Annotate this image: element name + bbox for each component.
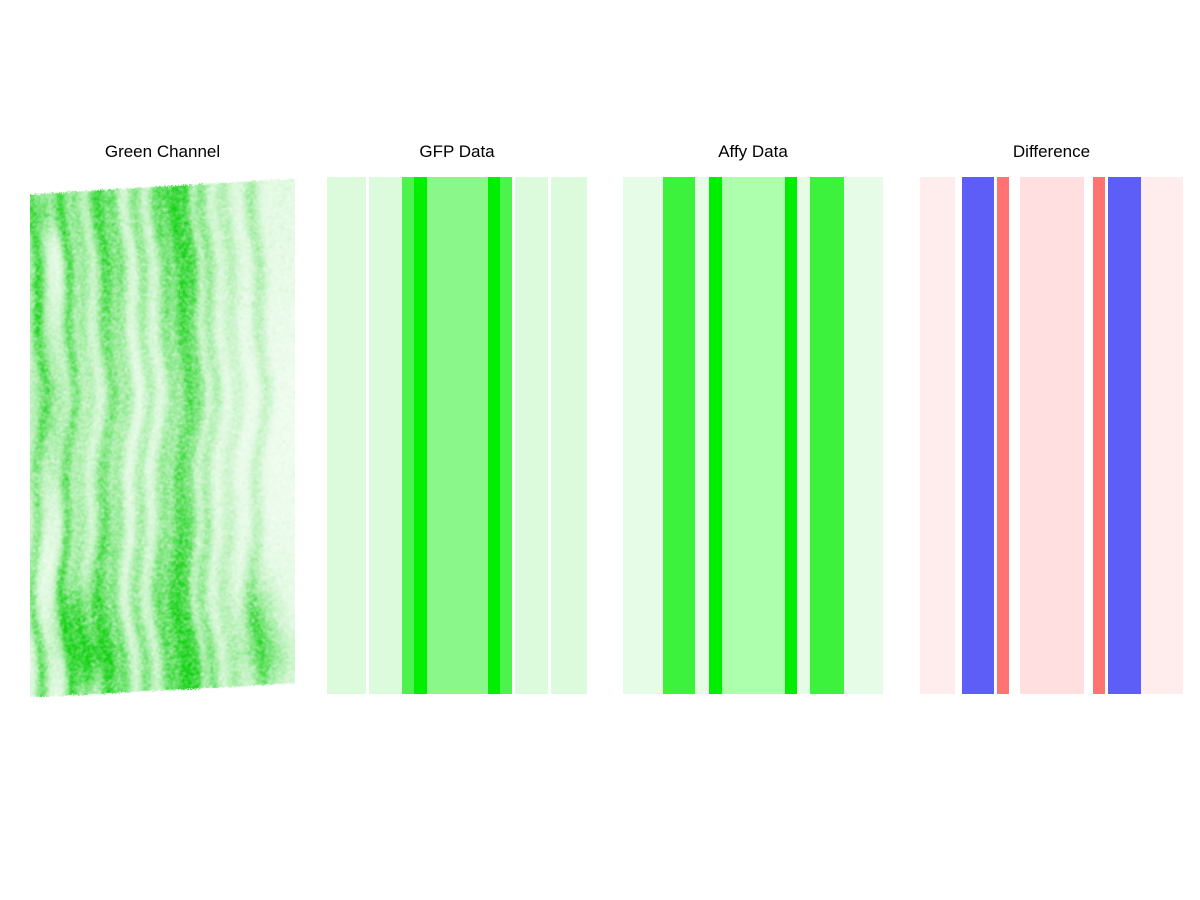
stripe-segment — [327, 177, 366, 694]
stripe-segment — [414, 177, 427, 694]
difference-heatmap — [920, 177, 1183, 694]
stripe-segment — [785, 177, 797, 694]
stripe-segment — [551, 177, 587, 694]
stripe-segment — [1108, 177, 1141, 694]
stripe-segment — [402, 177, 414, 694]
stripe-segment — [797, 177, 810, 694]
stripe-segment — [515, 177, 548, 694]
stripe-segment — [548, 177, 551, 694]
panel-title-affy-data: Affy Data — [718, 142, 788, 161]
stripe-segment — [1020, 177, 1084, 694]
stripe-segment — [488, 177, 500, 694]
stripe-segment — [962, 177, 994, 694]
stripe-segment — [920, 177, 955, 694]
stripe-segment — [1141, 177, 1183, 694]
stripe-segment — [844, 177, 883, 694]
stripe-segment — [1009, 177, 1020, 694]
stripe-segment — [810, 177, 844, 694]
stripe-segment — [663, 177, 695, 694]
panel-title-green-channel: Green Channel — [104, 142, 221, 161]
stripe-segment — [512, 177, 515, 694]
stripe-segment — [1093, 177, 1105, 694]
gfp-data-heatmap — [327, 177, 587, 694]
stripe-segment — [722, 177, 785, 694]
stripe-segment — [1105, 177, 1108, 694]
affy-data-heatmap — [623, 177, 883, 694]
stripe-segment — [997, 177, 1009, 694]
stripe-segment — [709, 177, 722, 694]
stripe-segment — [994, 177, 997, 694]
stripe-segment — [500, 177, 512, 694]
stripe-segment — [369, 177, 402, 694]
stripe-segment — [695, 177, 709, 694]
stripe-segment — [1084, 177, 1093, 694]
panel-title-difference: Difference — [1012, 142, 1091, 161]
panel-title-gfp-data: GFP Data — [419, 142, 495, 161]
stripe-segment — [955, 177, 962, 694]
stripe-segment — [366, 177, 369, 694]
stripe-segment — [623, 177, 663, 694]
green-channel-image — [30, 178, 295, 697]
stripe-segment — [427, 177, 488, 694]
